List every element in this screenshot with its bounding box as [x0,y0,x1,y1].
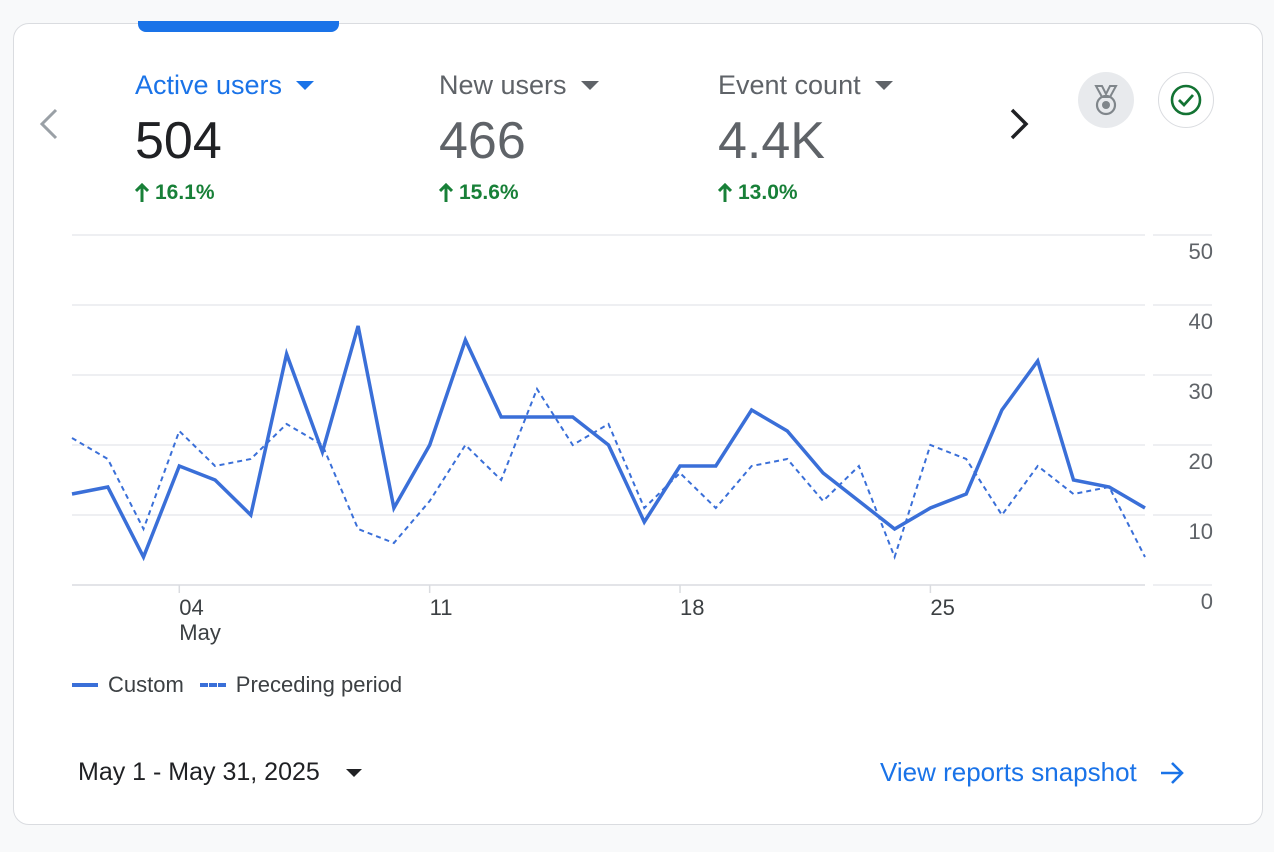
y-tick-label: 30 [1189,379,1213,404]
y-tick-label: 0 [1201,589,1213,614]
arrow-up-icon [135,183,149,202]
medal-icon [1094,85,1118,116]
y-tick-label: 20 [1189,449,1213,474]
overview-card [13,23,1263,825]
metric-label: Event count [718,70,861,100]
legend-label: Preceding period [235,672,403,697]
caret-down-icon [296,81,315,90]
chevron-left-icon[interactable] [36,104,62,151]
legend-item-preceding: Preceding period [199,672,403,698]
metric-active-users[interactable]: Active users 504 16.1% [135,70,315,205]
check-circle-icon [1170,84,1202,116]
metric-label: Active users [135,70,283,100]
x-tick-label: 25 [930,595,954,620]
x-tick-label: 11 [430,595,453,620]
metric-change: 13.0% [738,181,798,204]
dashed-line-swatch [199,683,226,687]
solid-line-swatch [72,683,98,687]
metric-event-count[interactable]: Event count 4.4K 13.0% [718,70,893,205]
y-tick-label: 10 [1189,519,1213,544]
medal-button[interactable] [1078,72,1134,128]
caret-down-icon [580,81,599,90]
metric-value: 504 [135,112,222,170]
y-tick-label: 40 [1189,309,1213,334]
caret-down-icon [874,81,893,90]
arrow-up-icon [439,183,453,202]
view-reports-link[interactable]: View reports snapshot [880,757,1185,788]
metric-change: 15.6% [459,181,519,204]
status-check-button[interactable] [1158,72,1214,128]
active-tab-indicator [138,21,339,32]
date-range-selector[interactable]: May 1 - May 31, 2025 [78,758,362,787]
series-line-preceding-period [71,386,1146,560]
y-tick-label: 50 [1189,239,1213,264]
legend-item-custom: Custom [72,672,184,698]
arrow-right-icon [1160,761,1184,784]
series-line-custom [71,325,1146,562]
chart-legend: Custom Preceding period [72,672,418,698]
metric-change: 16.1% [155,181,215,204]
metric-new-users[interactable]: New users 466 15.6% [439,70,599,205]
legend-label: Custom [108,672,184,697]
x-tick-label: 04 [179,595,203,620]
date-range-label: May 1 - May 31, 2025 [78,758,320,786]
metric-label: New users [439,70,567,100]
arrow-up-icon [718,183,732,202]
x-tick-sublabel: May [179,620,221,645]
metric-value: 466 [439,112,526,170]
x-tick-label: 18 [680,595,704,620]
caret-down-icon [345,768,362,777]
metric-value: 4.4K [718,112,825,170]
chevron-right-icon[interactable] [1006,104,1032,151]
view-reports-label: View reports snapshot [880,757,1137,787]
